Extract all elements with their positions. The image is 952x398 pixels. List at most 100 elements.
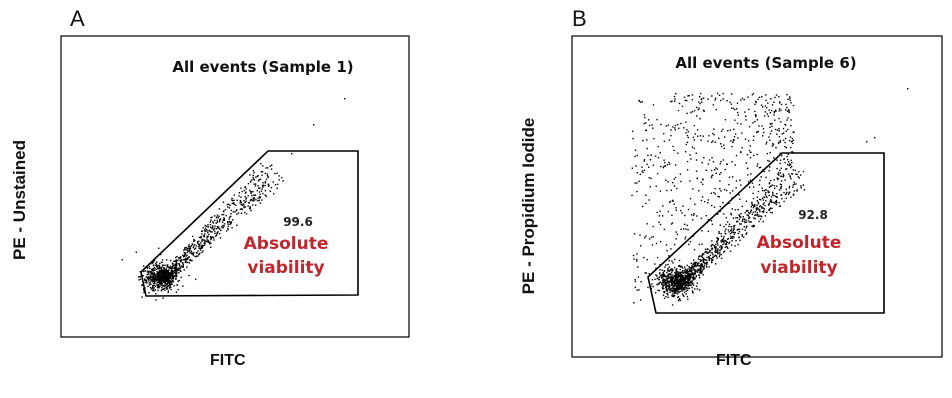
event-point [657, 289, 659, 292]
event-point [690, 158, 692, 160]
event-point [168, 287, 171, 289]
event-point [741, 228, 744, 230]
event-point [171, 276, 174, 278]
event-point [154, 267, 156, 270]
event-point [666, 281, 668, 284]
event-point [688, 94, 690, 97]
event-point [720, 172, 722, 174]
event-point [154, 279, 157, 281]
event-point [699, 271, 701, 273]
event-point [250, 209, 252, 212]
event-point [167, 280, 170, 282]
event-point [736, 217, 739, 219]
event-point [673, 290, 676, 292]
event-point [686, 112, 688, 114]
event-point [175, 265, 178, 267]
event-point [791, 151, 793, 153]
event-point [685, 281, 688, 284]
event-point [700, 266, 702, 268]
event-point [677, 109, 680, 112]
event-point [755, 115, 757, 118]
event-point [727, 130, 729, 132]
event-point [205, 240, 208, 242]
event-point [641, 170, 643, 172]
event-point [775, 147, 777, 149]
event-point [663, 291, 666, 294]
event-point [729, 129, 731, 131]
event-point [247, 205, 249, 207]
event-point [255, 199, 257, 201]
gate-label-line2-a: viability [247, 258, 324, 278]
event-point [648, 199, 650, 201]
event-point [741, 234, 743, 236]
event-point [243, 189, 245, 192]
event-point [667, 268, 669, 270]
event-point [714, 187, 716, 190]
event-point [634, 279, 636, 281]
event-point [689, 277, 692, 279]
event-point [717, 239, 719, 241]
event-point [732, 225, 735, 227]
event-point [164, 289, 166, 291]
event-point [167, 290, 170, 292]
event-point [788, 185, 791, 188]
x-axis-label-a: FITC [210, 352, 246, 369]
event-point [148, 282, 150, 284]
event-point [681, 280, 683, 282]
event-point [743, 236, 745, 238]
event-point [239, 208, 242, 210]
event-point [676, 277, 678, 279]
event-point [250, 192, 252, 195]
event-point [739, 223, 741, 225]
event-point [159, 274, 161, 276]
event-point [768, 204, 770, 206]
event-point [714, 250, 716, 253]
event-point [670, 129, 672, 131]
event-point [164, 274, 166, 277]
event-point [144, 270, 146, 272]
event-point [657, 145, 659, 148]
event-point [667, 282, 669, 284]
event-point [723, 235, 725, 238]
event-point [186, 257, 189, 259]
event-point [677, 152, 679, 154]
event-point [792, 142, 794, 145]
event-point [738, 194, 740, 196]
events-cloud-a [121, 98, 346, 301]
event-point [247, 201, 250, 204]
event-point [700, 139, 702, 141]
event-point [173, 270, 175, 273]
event-point [223, 218, 225, 220]
event-point [777, 173, 779, 175]
event-point [763, 210, 765, 212]
event-point [718, 255, 721, 258]
event-point [694, 203, 696, 206]
event-point [667, 181, 669, 183]
event-point [715, 243, 717, 245]
event-point [195, 255, 198, 257]
event-point [153, 264, 155, 266]
event-point [738, 218, 741, 220]
event-point [240, 187, 242, 189]
event-point [217, 231, 219, 233]
event-point [665, 288, 668, 290]
event-point [722, 128, 724, 131]
event-point [673, 281, 675, 283]
event-point [679, 276, 681, 278]
event-point [165, 280, 167, 283]
event-point [639, 101, 642, 103]
event-point [736, 221, 738, 223]
event-point [178, 272, 180, 274]
event-point [161, 279, 164, 282]
event-point [704, 248, 707, 250]
event-point [705, 262, 707, 264]
event-point [673, 282, 675, 284]
event-point [651, 244, 654, 246]
event-point [186, 251, 189, 253]
event-point [774, 195, 777, 198]
event-point [714, 249, 717, 251]
event-point [693, 249, 696, 251]
event-point [766, 107, 768, 109]
event-point [766, 152, 768, 155]
event-point [728, 225, 730, 228]
